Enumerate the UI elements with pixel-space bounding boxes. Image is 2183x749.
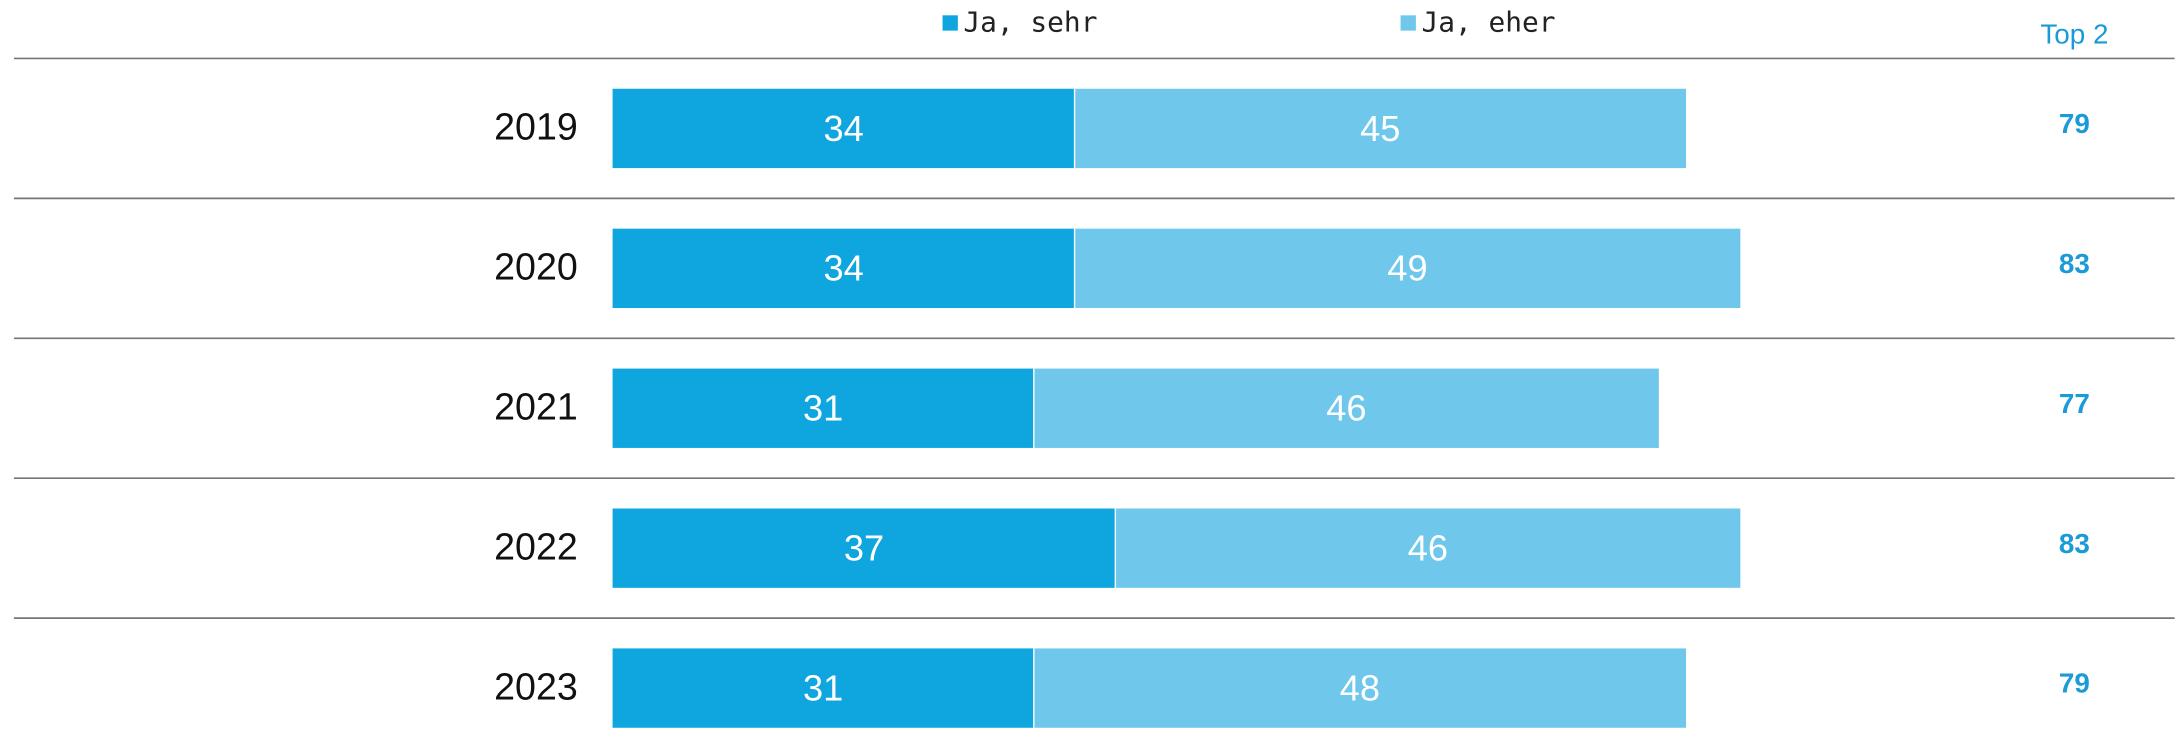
value-label: 49 (1387, 248, 1427, 289)
value-label: 37 (844, 528, 884, 569)
legend-swatch (1400, 15, 1416, 31)
value-label: 48 (1340, 667, 1380, 708)
bar-segment (1033, 648, 1687, 728)
category-label: 2020 (494, 246, 578, 288)
category-label: 2019 (494, 106, 578, 148)
value-label: 31 (803, 667, 843, 708)
bar-segment (612, 368, 1034, 448)
value-label: 46 (1326, 388, 1366, 429)
category-label: 2023 (494, 665, 578, 707)
total-label: 79 (2059, 668, 2090, 699)
value-label: 34 (823, 108, 863, 149)
bar-segment (612, 88, 1075, 169)
bar-segment (1074, 88, 1687, 169)
bar-segment (1115, 508, 1741, 588)
total-label: 83 (2059, 248, 2090, 279)
total-label: 79 (2059, 108, 2090, 139)
bar-segment (612, 648, 1034, 728)
legend-label: Ja, sehr (963, 6, 1097, 39)
bar-segment (1074, 228, 1741, 309)
bar-segment (1033, 368, 1659, 448)
value-label: 31 (803, 388, 843, 429)
total-label: 77 (2059, 388, 2090, 419)
totals-header: Top 2 (2040, 19, 2108, 50)
value-label: 45 (1360, 108, 1400, 149)
category-label: 2021 (494, 386, 578, 428)
bar-segment (612, 508, 1116, 588)
category-label: 2022 (494, 525, 578, 567)
total-label: 83 (2059, 528, 2090, 559)
legend-label: Ja, eher (1421, 6, 1555, 39)
bar-segment (612, 228, 1075, 309)
legend-swatch (942, 15, 958, 31)
value-label: 34 (823, 248, 863, 289)
value-label: 46 (1408, 528, 1448, 569)
